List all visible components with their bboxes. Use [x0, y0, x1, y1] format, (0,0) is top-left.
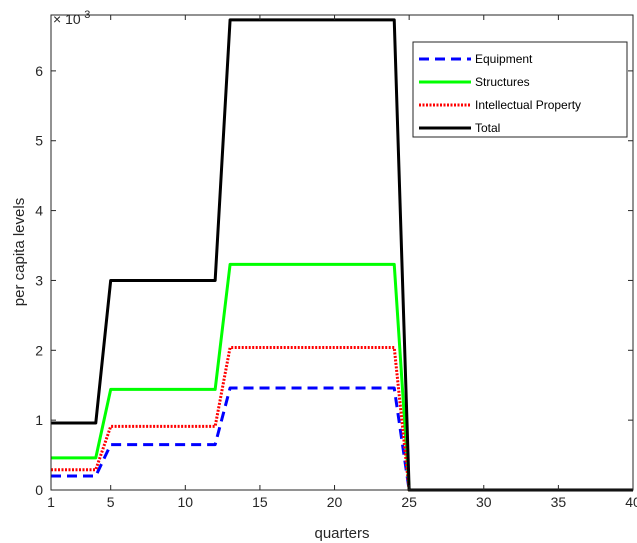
legend-box [412, 41, 628, 138]
y-axis-ticks: 0 1 2 3 4 5 6 [35, 63, 633, 498]
plot-frame [50, 14, 634, 491]
x-tick-label: 20 [327, 494, 343, 510]
y-tick-label: 6 [35, 63, 43, 79]
series-layer [51, 18, 633, 492]
x-axis-title: quarters [314, 525, 369, 542]
x-tick-label: 15 [252, 494, 268, 510]
x-tick-label: 10 [178, 494, 194, 510]
y-axis-title: per capita levels [11, 198, 28, 306]
series-line-intellectual-property [51, 346, 633, 492]
x-tick-label: 40 [625, 494, 637, 510]
y-exponent-label: × 10-3 [53, 9, 90, 27]
y-tick-label: 3 [35, 272, 43, 288]
series-line-total [51, 18, 633, 492]
series-line-equipment [51, 386, 633, 492]
y-exponent-base: × 10 [53, 11, 81, 27]
legend-label: Structures [475, 75, 530, 89]
x-tick-label: 25 [401, 494, 417, 510]
y-tick-label: 4 [35, 203, 43, 219]
legend-label: Total [475, 121, 500, 135]
legend-label: Equipment [475, 52, 533, 66]
x-tick-label: 1 [47, 494, 55, 510]
legend: Equipment Structures Intellectual Property… [412, 41, 628, 138]
x-tick-label: 5 [107, 494, 115, 510]
x-axis-ticks: 1 5 10 15 20 25 30 35 40 [47, 15, 637, 510]
y-exponent-power: -3 [81, 9, 91, 21]
y-tick-label: 1 [35, 412, 43, 428]
x-tick-label: 35 [551, 494, 567, 510]
y-tick-label: 0 [35, 482, 43, 498]
y-tick-label: 5 [35, 133, 43, 149]
y-tick-label: 2 [35, 342, 43, 358]
legend-label: Intellectual Property [475, 98, 581, 112]
x-tick-label: 30 [476, 494, 492, 510]
